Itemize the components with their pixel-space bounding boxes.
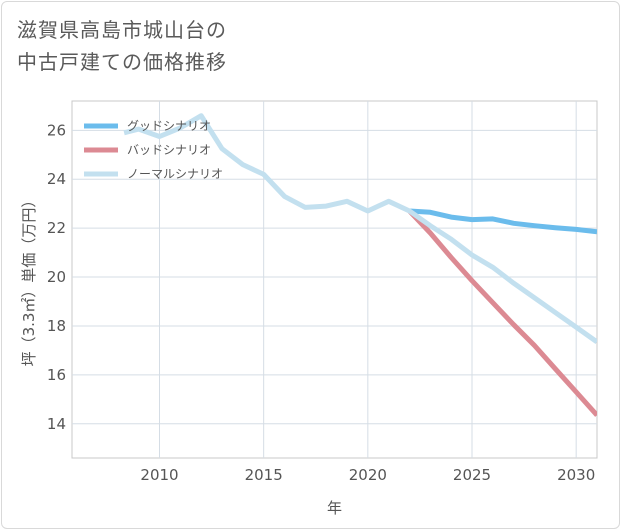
legend-label-0: グッドシナリオ xyxy=(127,119,211,133)
legend-label-1: バッドシナリオ xyxy=(127,143,211,157)
y-tick-label: 24 xyxy=(47,170,66,188)
y-tick-label: 22 xyxy=(47,219,66,237)
tick-layer: 2010 2015 2020 2025 2030 14 16 18 20 22 24 26 xyxy=(47,121,595,484)
y-tick-label: 18 xyxy=(47,317,66,335)
y-tick-label: 20 xyxy=(47,268,66,286)
x-axis-title: 年 xyxy=(327,499,342,517)
series-line-0 xyxy=(409,208,597,235)
y-tick-label: 14 xyxy=(47,415,66,433)
x-tick-label: 2010 xyxy=(140,466,178,484)
series-line-2 xyxy=(123,113,597,344)
y-axis-title: 坪（3.3㎡）単価（万円） xyxy=(20,193,38,367)
x-tick-label: 2020 xyxy=(349,466,387,484)
y-tick-label: 16 xyxy=(47,366,66,384)
x-tick-label: 2015 xyxy=(245,466,283,484)
x-tick-label: 2030 xyxy=(557,466,595,484)
x-tick-label: 2025 xyxy=(453,466,491,484)
legend-label-2: ノーマルシナリオ xyxy=(127,167,223,181)
series-layer xyxy=(123,113,597,417)
series-line-1 xyxy=(407,209,597,417)
y-tick-label: 26 xyxy=(47,121,66,139)
chart-title-line-2: 中古戸建ての価格推移 xyxy=(17,50,227,74)
chart-title-line-1: 滋賀県高島市城山台の xyxy=(17,18,227,42)
chart-title: 滋賀県高島市城山台の 中古戸建ての価格推移 xyxy=(17,14,227,78)
